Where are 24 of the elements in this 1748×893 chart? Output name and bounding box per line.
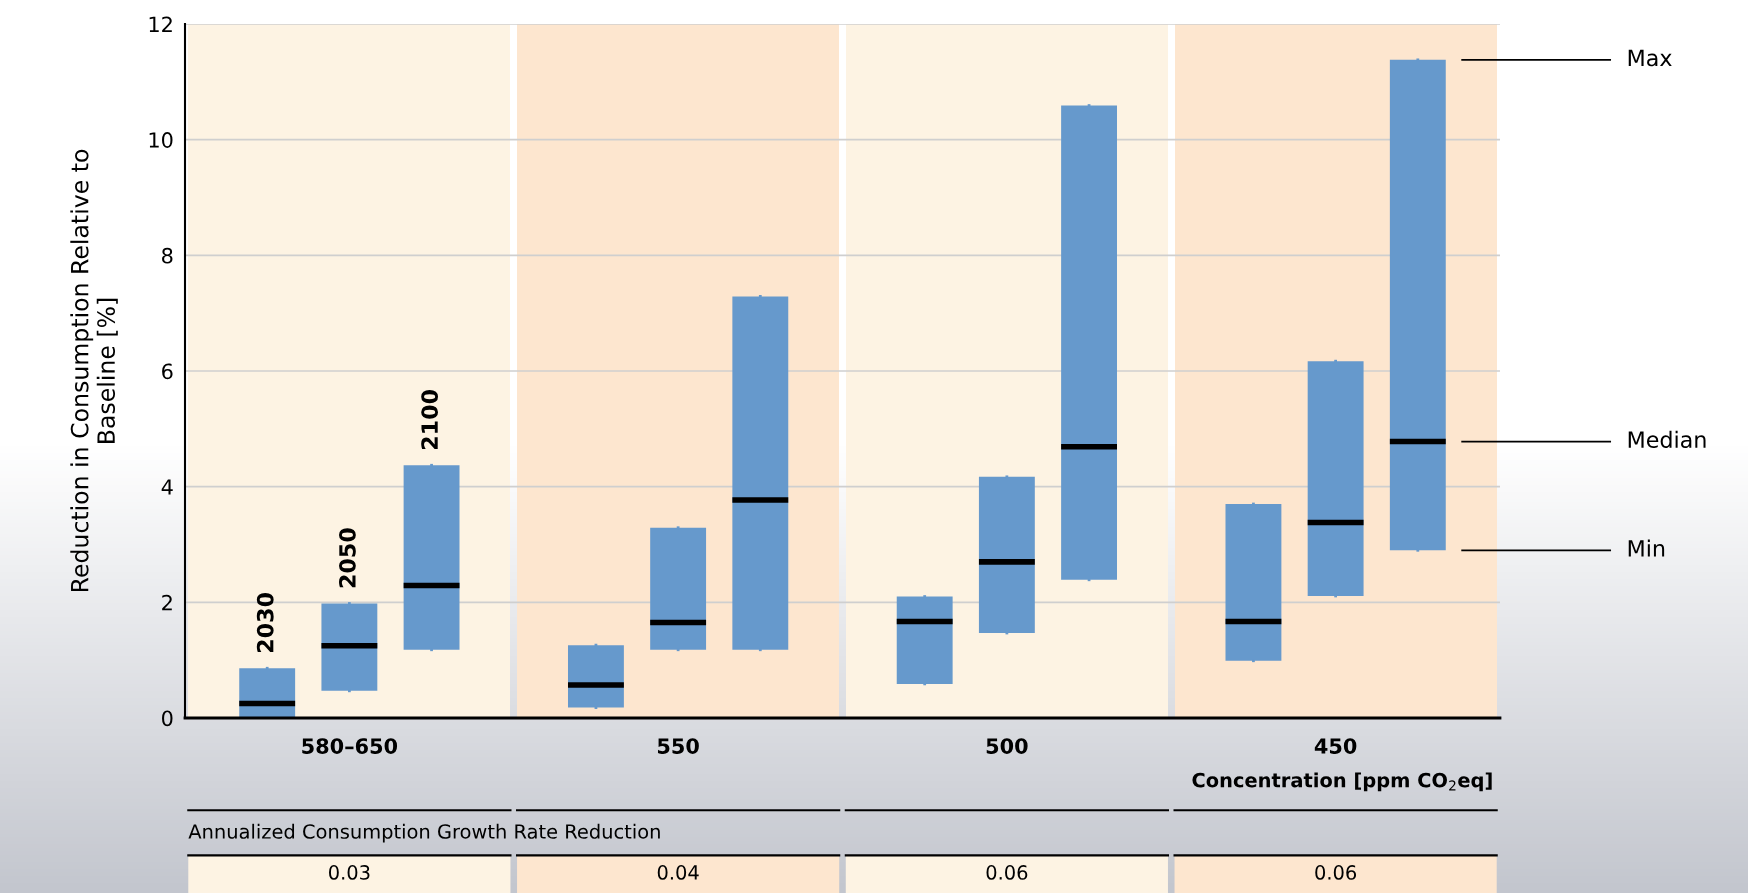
y-tick-label: 8: [162, 247, 173, 264]
y-tick-label: 0: [162, 710, 173, 727]
text: 0.06: [986, 865, 1028, 880]
y-tick-label: 4: [161, 479, 173, 495]
text: 0.04: [657, 865, 699, 880]
x-axis-title: Concentration [ppm CO$_{2}$eq]: [1192, 772, 1492, 792]
y-tick-label: 10: [149, 132, 173, 148]
y-tick-label: 12: [149, 16, 172, 32]
y-axis-title: Reduction in Consumption Relative to Baseline [%]: [70, 149, 118, 592]
x-tick-label: 580–650: [302, 738, 398, 754]
text: Annualized Consumption Growth Rate Reduction: [188, 823, 660, 843]
x-tick-label: 450: [1314, 738, 1357, 754]
x-tick-label: 500: [986, 738, 1028, 754]
text: Max: [1628, 49, 1672, 67]
text: 2050: [339, 528, 356, 588]
text: Median: [1628, 430, 1706, 448]
x-tick-label: 550: [657, 738, 699, 754]
text: 0.06: [1315, 865, 1357, 880]
text: Min: [1628, 539, 1665, 557]
text: 2030: [256, 593, 274, 653]
text: 2100: [421, 390, 439, 450]
y-tick-label: 6: [162, 363, 173, 380]
y-tick-label: 2: [162, 594, 172, 611]
text: 0.03: [329, 865, 370, 880]
